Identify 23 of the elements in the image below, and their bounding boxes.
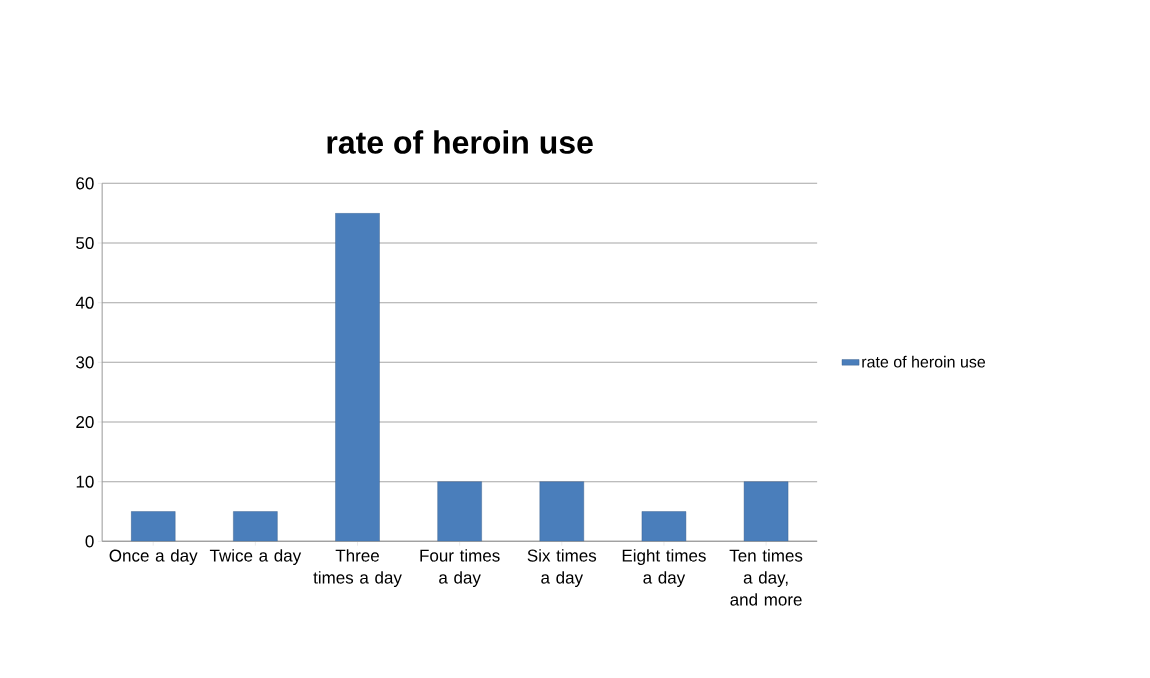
chart-title: rate of heroin use <box>327 130 593 154</box>
y-tick-label: 40 <box>75 296 94 309</box>
y-tick-label: 0 <box>85 535 94 548</box>
y-tick-label: 50 <box>76 237 94 250</box>
y-tick-label: 20 <box>76 416 94 429</box>
y-tick-label: 10 <box>76 475 94 488</box>
x-tick-label: Twice a day <box>209 549 302 566</box>
x-tick-label: Once a day <box>109 549 198 566</box>
bar <box>233 511 278 542</box>
y-tick-label: 30 <box>76 356 94 369</box>
bar <box>641 511 687 542</box>
x-tick-label: Eight times a day <box>622 549 706 588</box>
x-tick-label: Three times a day <box>313 549 402 588</box>
legend-label: rate of heroin use <box>862 355 986 368</box>
x-tick-label: Ten times a day, and more <box>729 549 803 606</box>
y-tick-label: 60 <box>76 177 94 190</box>
bar <box>131 511 176 542</box>
x-tick-label: Four times a day <box>420 549 500 588</box>
bar <box>539 481 584 542</box>
x-tick-label: Six times a day <box>527 549 597 588</box>
bar <box>335 212 380 542</box>
bar <box>437 481 482 542</box>
bar <box>743 481 789 542</box>
